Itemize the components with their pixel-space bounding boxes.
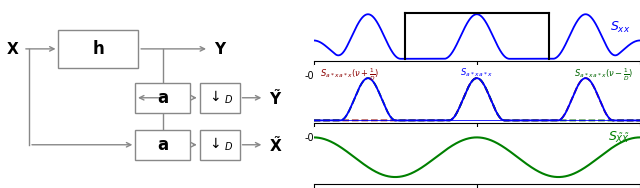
Text: $\mathbf{Y}$: $\mathbf{Y}$ (214, 41, 227, 57)
Bar (200, 130, 239, 160)
Text: $\tilde{\mathbf{Y}}$: $\tilde{\mathbf{Y}}$ (269, 88, 282, 108)
Text: $\mathbf{a}$: $\mathbf{a}$ (157, 89, 169, 107)
Text: $\mathbf{h}$: $\mathbf{h}$ (92, 40, 104, 58)
Bar (135, 130, 191, 160)
Text: $S_{a*x\,a*x}(\nu+\frac{1}{D})$: $S_{a*x\,a*x}(\nu+\frac{1}{D})$ (320, 66, 380, 83)
Text: $S_{a*x\,a*x}$: $S_{a*x\,a*x}$ (460, 66, 493, 79)
Bar (135, 83, 191, 113)
Bar (58, 30, 138, 68)
Text: $\downarrow_D$: $\downarrow_D$ (207, 136, 233, 153)
Text: $\mathbf{X}$: $\mathbf{X}$ (6, 41, 19, 57)
Text: $S_{xx}$: $S_{xx}$ (610, 20, 630, 35)
Bar (200, 83, 239, 113)
Text: $S_{a*x\,a*x}(\nu-\frac{1}{D})$: $S_{a*x\,a*x}(\nu-\frac{1}{D})$ (574, 66, 634, 83)
Text: $\tilde{\mathbf{X}}$: $\tilde{\mathbf{X}}$ (269, 135, 282, 155)
Text: $\mathbf{a}$: $\mathbf{a}$ (157, 136, 169, 154)
Text: $\downarrow_D$: $\downarrow_D$ (207, 89, 233, 106)
Text: $S_{\tilde{X}\tilde{X}}$: $S_{\tilde{X}\tilde{X}}$ (608, 130, 630, 145)
